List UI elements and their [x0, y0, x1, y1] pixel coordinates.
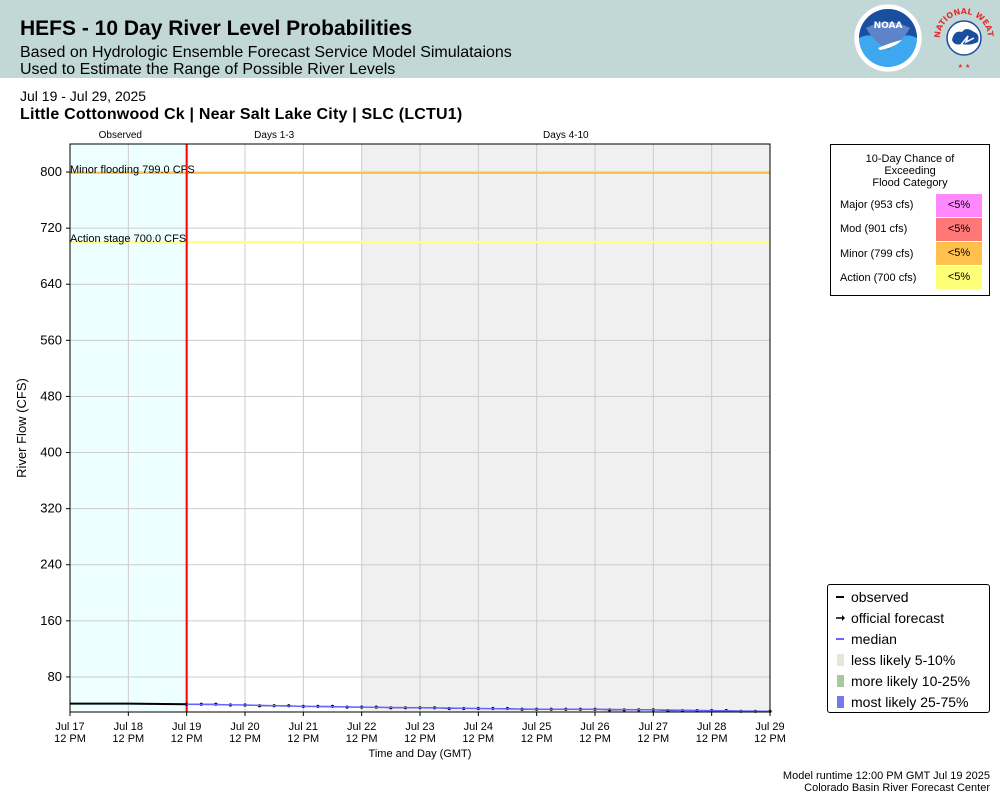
x-tick-label-1: Jul 18	[114, 721, 143, 733]
x-tick-sublabel-9: 12 PM	[579, 733, 611, 745]
forecast-point-0	[185, 702, 189, 706]
legend-label-official-forecast: official forecast	[851, 610, 945, 626]
region-label-1: Days 1-3	[254, 130, 294, 141]
legend-item-official-forecast: official forecast	[828, 608, 989, 628]
forecast-center: Colorado Basin River Forecast Center	[804, 782, 990, 794]
subtitle-line-1: Based on Hydrologic Ensemble Forecast Se…	[20, 44, 512, 61]
noaa-logo-text: NOAA	[874, 21, 903, 31]
y-tick-label-0: 80	[48, 669, 62, 684]
category-moderate-value: <5%	[936, 218, 982, 241]
x-tick-sublabel-1: 12 PM	[112, 733, 144, 745]
threshold-label-0: Minor flooding 799.0 CFS	[70, 164, 195, 176]
header-banner: HEFS - 10 Day River Level Probabilities …	[0, 0, 1000, 78]
category-major-value: <5%	[936, 194, 982, 217]
x-tick-sublabel-8: 12 PM	[521, 733, 553, 745]
y-tick-label-7: 640	[40, 276, 62, 291]
region-band-2	[361, 144, 770, 712]
y-axis-label: River Flow (CFS)	[14, 378, 29, 478]
gauge-title: Little Cottonwood Ck | Near Salt Lake Ci…	[20, 106, 463, 123]
region-label-2: Days 4-10	[543, 130, 589, 141]
x-tick-sublabel-5: 12 PM	[346, 733, 378, 745]
category-minor-value: <5%	[936, 242, 982, 265]
page-title: HEFS - 10 Day River Level Probabilities	[20, 17, 413, 40]
legend-line-icon	[836, 596, 844, 598]
x-tick-label-3: Jul 20	[230, 721, 259, 733]
flood-category-title-line-3: Flood Category	[872, 177, 948, 189]
legend-label-median: median	[851, 631, 897, 647]
legend-label-more-likely: more likely 10-25%	[851, 673, 971, 689]
flood-category-title: 10-Day Chance of Exceeding Flood Categor…	[831, 153, 989, 189]
x-tick-sublabel-10: 12 PM	[637, 733, 669, 745]
series-line-median	[186, 703, 771, 713]
y-tick-label-5: 480	[40, 388, 62, 403]
x-tick-sublabel-4: 12 PM	[287, 733, 319, 745]
x-tick-sublabel-6: 12 PM	[404, 733, 436, 745]
category-action-label: Action (700 cfs)	[840, 272, 917, 284]
x-axis-label: Time and Day (GMT)	[369, 748, 472, 760]
legend-label-most-likely: most likely 25-75%	[851, 694, 969, 710]
category-moderate-label: Mod (901 cfs)	[840, 223, 908, 235]
flood-category-table: 10-Day Chance of Exceeding Flood Categor…	[830, 144, 990, 296]
x-tick-sublabel-2: 12 PM	[171, 733, 203, 745]
legend-item-more-likely: more likely 10-25%	[828, 671, 989, 691]
y-tick-label-8: 720	[40, 220, 62, 235]
legend-item-median: median	[828, 629, 989, 649]
legend-item-most-likely: most likely 25-75%	[828, 692, 989, 712]
category-major-label: Major (953 cfs)	[840, 199, 914, 211]
x-tick-label-9: Jul 26	[580, 721, 609, 733]
x-tick-label-4: Jul 21	[289, 721, 318, 733]
y-tick-label-1: 160	[40, 613, 62, 628]
legend-box-icon-more-likely	[837, 675, 844, 687]
legend-label-observed: observed	[851, 589, 909, 605]
model-runtime: Model runtime 12:00 PM GMT Jul 19 2025	[782, 770, 990, 782]
x-tick-sublabel-0: 12 PM	[54, 733, 86, 745]
svg-text:★ ★: ★ ★	[958, 63, 971, 70]
y-tick-label-2: 240	[40, 557, 62, 572]
y-tick-label-9: 800	[40, 164, 62, 179]
legend-median-line-icon	[836, 638, 844, 640]
region-band-1	[186, 144, 362, 712]
x-tick-label-11: Jul 28	[697, 721, 726, 733]
legend-item-observed: observed	[828, 587, 989, 607]
x-tick-sublabel-3: 12 PM	[229, 733, 261, 745]
x-tick-sublabel-7: 12 PM	[462, 733, 494, 745]
date-range: Jul 19 - Jul 29, 2025	[20, 88, 147, 104]
x-tick-label-8: Jul 25	[522, 721, 551, 733]
legend-arrow-icon	[836, 615, 845, 621]
chart-legend: observed official forecast median less l…	[827, 584, 990, 713]
x-tick-label-7: Jul 24	[464, 721, 493, 733]
x-tick-label-0: Jul 17	[55, 721, 84, 733]
x-tick-sublabel-12: 12 PM	[754, 733, 786, 745]
legend-box-icon-most-likely	[837, 696, 844, 708]
legend-label-less-likely: less likely 5-10%	[851, 652, 956, 668]
region-label-0: Observed	[99, 130, 142, 141]
x-tick-label-2: Jul 19	[172, 721, 201, 733]
x-tick-label-12: Jul 29	[755, 721, 784, 733]
series-line-observed	[70, 702, 187, 706]
y-tick-label-6: 560	[40, 332, 62, 347]
legend-item-less-likely: less likely 5-10%	[828, 650, 989, 670]
y-tick-label-4: 400	[40, 445, 62, 460]
legend-box-icon-less-likely	[837, 654, 844, 666]
y-tick-label-3: 320	[40, 501, 62, 516]
category-minor-label: Minor (799 cfs)	[840, 248, 914, 260]
nws-logo: NATIONAL WEATHER SERVICE ★ ★	[930, 2, 995, 70]
flood-category-title-line-1: 10-Day Chance of	[865, 153, 955, 165]
flood-category-title-line-2: Exceeding	[884, 165, 936, 177]
subtitle-line-2: Used to Estimate the Range of Possible R…	[20, 61, 396, 78]
noaa-logo: NOAA	[853, 3, 923, 73]
x-tick-sublabel-11: 12 PM	[696, 733, 728, 745]
category-action-value: <5%	[936, 266, 982, 289]
x-tick-label-10: Jul 27	[639, 721, 668, 733]
x-tick-label-5: Jul 22	[347, 721, 376, 733]
x-tick-label-6: Jul 23	[405, 721, 434, 733]
threshold-label-1: Action stage 700.0 CFS	[70, 233, 186, 245]
